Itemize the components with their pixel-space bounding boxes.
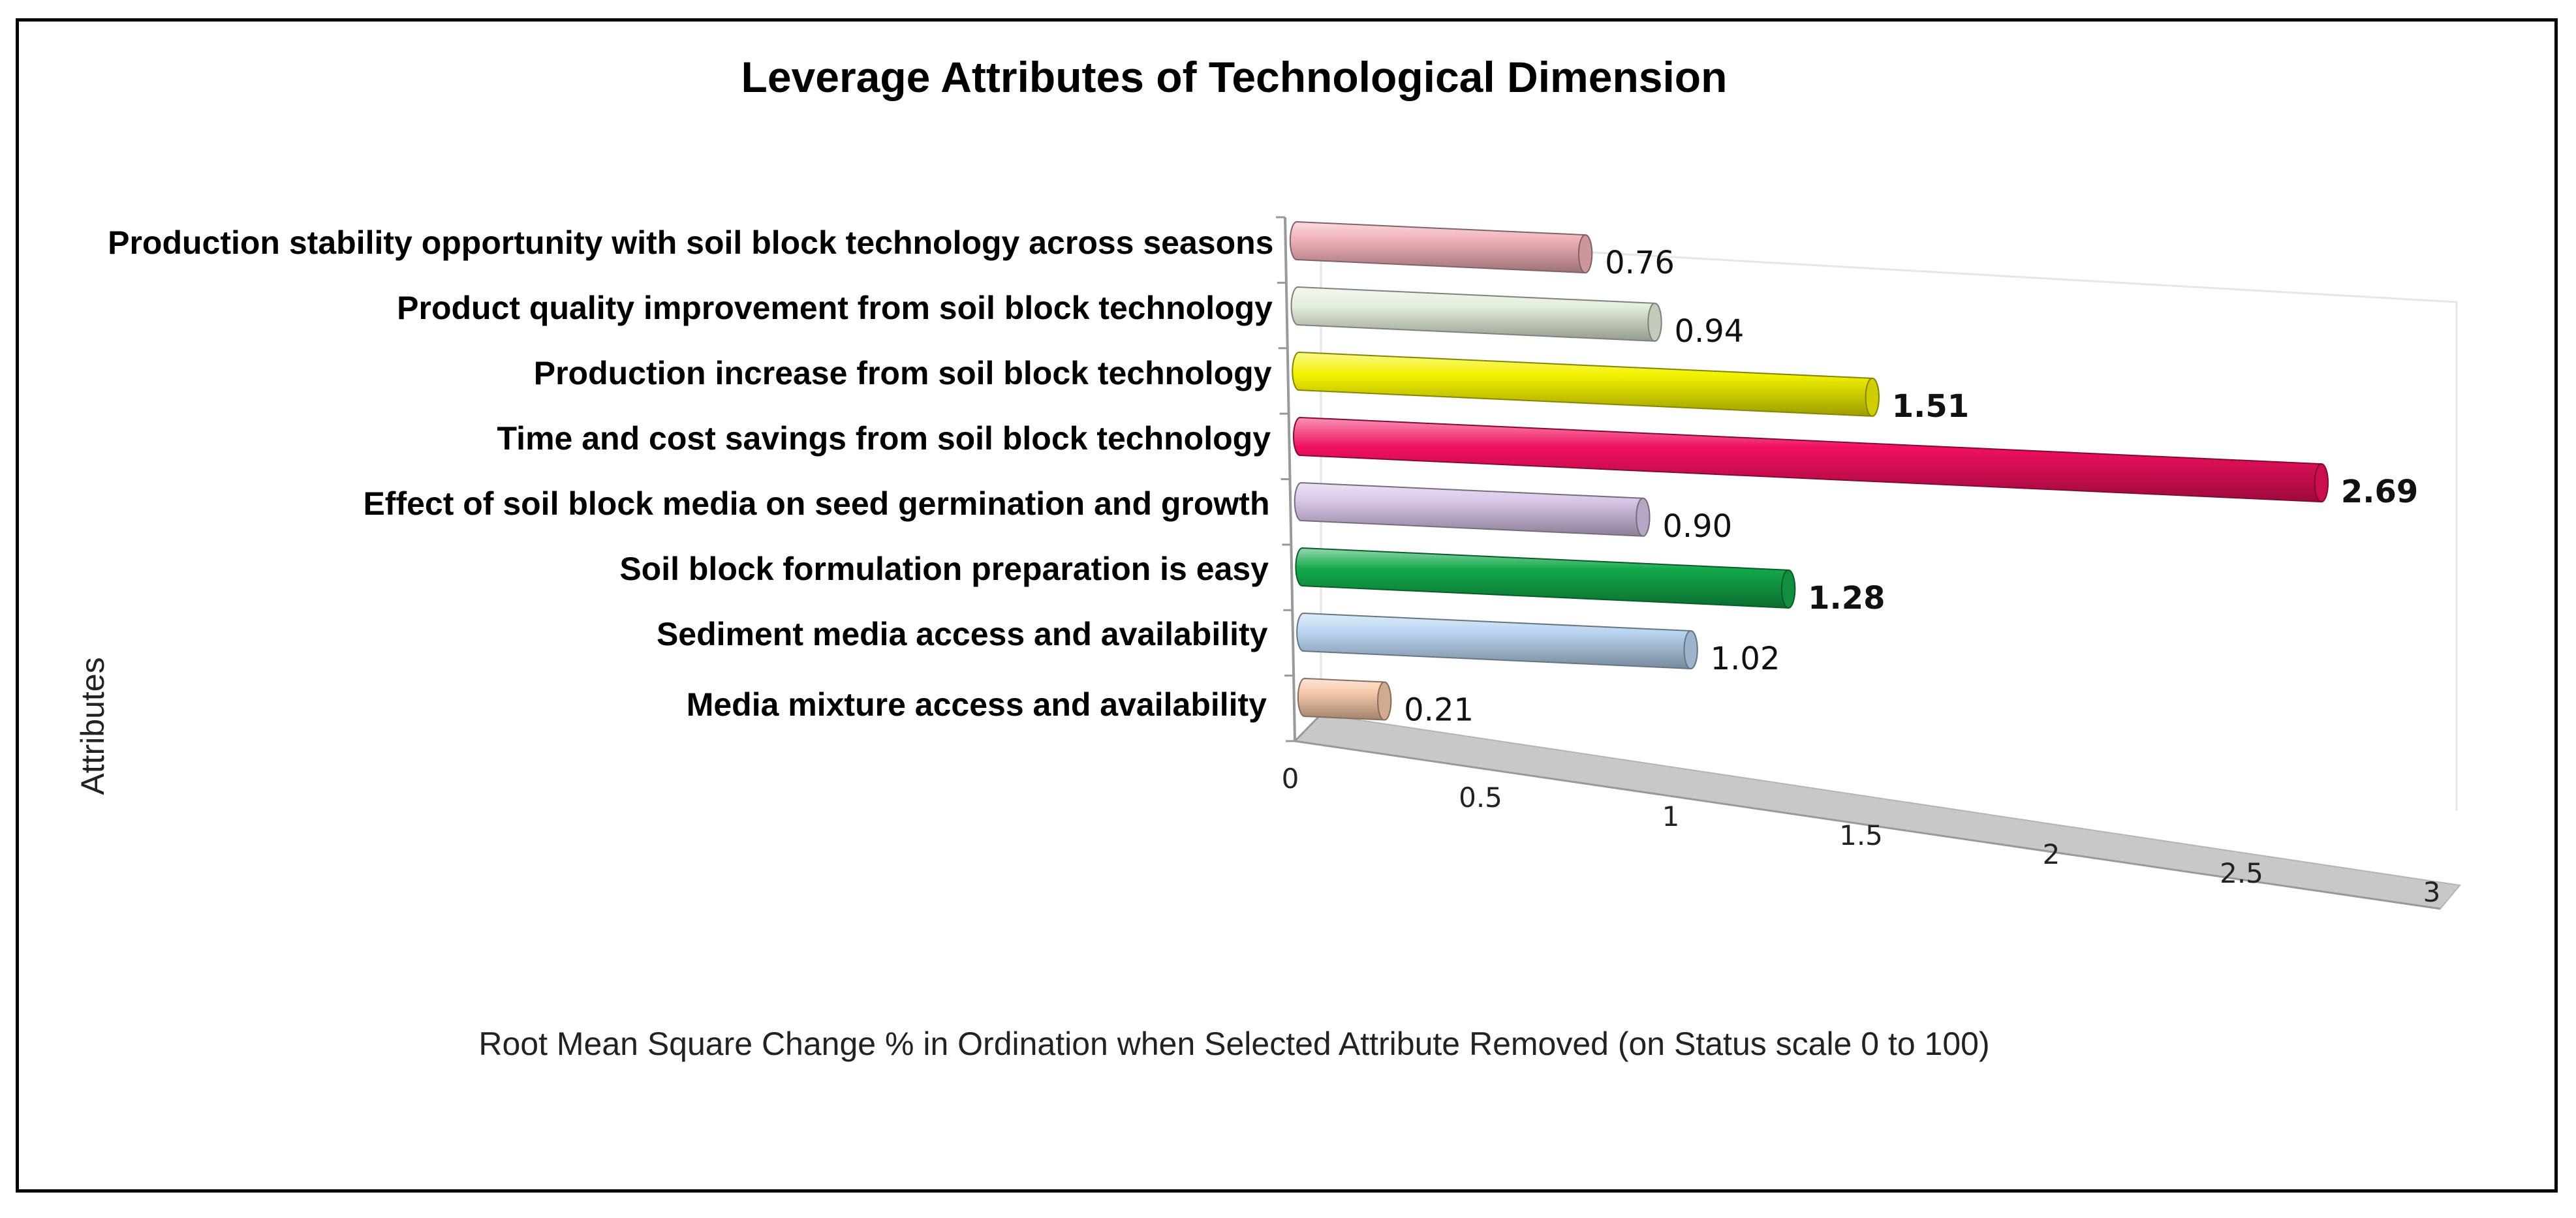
bar: [1297, 677, 1392, 721]
bar-end-cap: [1647, 302, 1662, 342]
chart-floor: [1276, 216, 2461, 910]
bar-end-cap: [1865, 377, 1880, 417]
data-label: 1.51: [1892, 388, 1969, 425]
category-label: Media mixture access and availability: [687, 686, 1267, 723]
bar-end-cap: [1377, 681, 1392, 721]
bar-end-cap: [1636, 497, 1651, 537]
x-tick-label: 3: [2423, 876, 2441, 908]
back-wall: [1320, 236, 2458, 811]
data-label: 0.90: [1662, 508, 1732, 545]
y-axis-title: Attributes: [74, 657, 111, 795]
bar: [1290, 286, 1662, 342]
category-label: Effect of soil block media on seed germi…: [363, 485, 1269, 522]
category-label: Sediment media access and availability: [657, 616, 1268, 652]
category-labels: Media mixture access and availability Sed…: [108, 224, 1273, 723]
data-label: 2.69: [2341, 474, 2418, 510]
category-label: Production stability opportunity with so…: [108, 224, 1273, 261]
chart-canvas: Leverage Attributes of Technological Dim…: [74, 53, 2461, 1062]
x-tick-label: 1.5: [1839, 819, 1883, 851]
data-label: 1.28: [1808, 580, 1885, 617]
data-labels: 0.76 0.94 1.51 2.69 0.90 1.28 1.02 0.21: [1404, 245, 2418, 728]
category-label: Product quality improvement from soil bl…: [397, 290, 1273, 326]
bar: [1295, 547, 1796, 609]
bar-end-cap: [1780, 569, 1796, 609]
x-axis-title: Root Mean Square Change % in Ordination …: [478, 1026, 1989, 1062]
bar-group: [1289, 221, 2329, 721]
x-tick-label: 1: [1662, 800, 1680, 832]
bar: [1294, 481, 1651, 537]
category-label: Time and cost savings from soil block te…: [497, 420, 1271, 457]
x-tick-labels: 0 0.5 1 1.5 2 2.5 3: [1282, 763, 2441, 908]
chart-frame: Leverage Attributes of Technological Dim…: [16, 18, 2558, 1193]
bar: [1296, 612, 1698, 669]
x-tick-label: 0: [1282, 763, 1299, 795]
value-axis-line: [1294, 740, 2441, 910]
bar: [1292, 351, 1880, 417]
bar-end-cap: [1683, 630, 1698, 669]
bar: [1289, 221, 1593, 274]
category-label: Soil block formulation preparation is ea…: [619, 551, 1269, 587]
x-tick-label: 0.5: [1459, 782, 1502, 814]
bar-end-cap: [2314, 463, 2329, 503]
x-tick-label: 2: [2043, 838, 2060, 870]
bar-end-cap: [1577, 234, 1593, 274]
data-label: 1.02: [1711, 641, 1780, 677]
x-tick-label: 2.5: [2220, 857, 2263, 889]
data-label: 0.21: [1404, 692, 1474, 729]
chart-title: Leverage Attributes of Technological Dim…: [741, 53, 1728, 101]
floor-corner-line: [1294, 713, 1322, 742]
data-label: 0.76: [1605, 245, 1675, 281]
data-label: 0.94: [1674, 313, 1744, 350]
category-label: Production increase from soil block tech…: [534, 355, 1272, 391]
